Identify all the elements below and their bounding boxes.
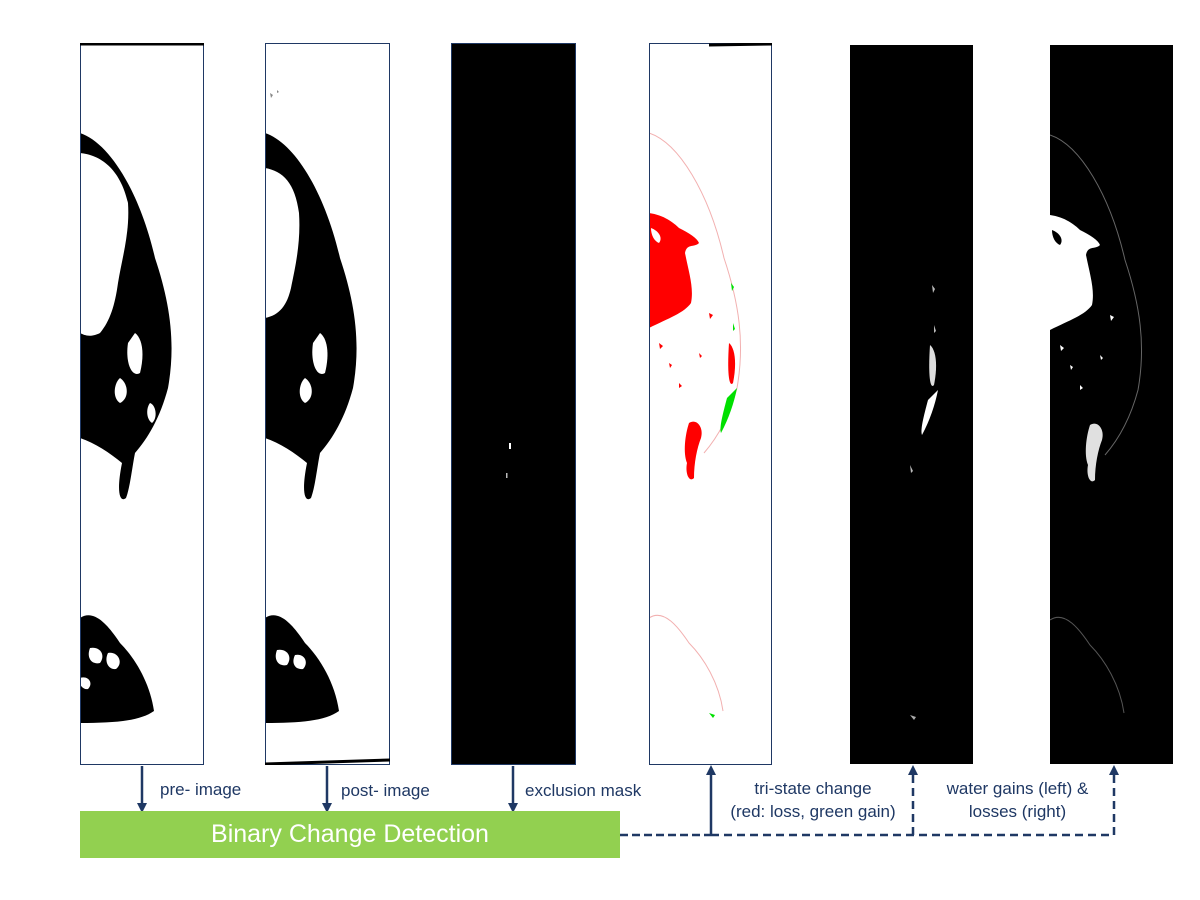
tri-state-change-label-line2: (red: loss, green gain) bbox=[730, 802, 896, 821]
pre-image-label: pre- image bbox=[160, 780, 242, 799]
post-image-panel bbox=[265, 43, 390, 765]
exclusion-mask-label: exclusion mask bbox=[525, 781, 642, 800]
binary-change-detection-box: Binary Change Detection bbox=[80, 811, 620, 858]
water-gains-losses-label-line2: losses (right) bbox=[968, 802, 1067, 821]
process-label: Binary Change Detection bbox=[211, 820, 489, 848]
pre-image-panel bbox=[80, 43, 204, 765]
water-gains-losses-label-line1: water gains (left) & bbox=[946, 779, 1089, 798]
tri-state-change-panel bbox=[649, 43, 772, 765]
tri-state-change-label-line1: tri-state change bbox=[754, 779, 872, 798]
water-gains-panel bbox=[850, 45, 973, 764]
water-gains-losses-label: water gains (left) & losses (right) bbox=[930, 777, 1105, 823]
water-losses-panel bbox=[1050, 45, 1173, 764]
tri-state-change-label: tri-state change (red: loss, green gain) bbox=[718, 777, 908, 823]
exclusion-mask-panel bbox=[451, 43, 576, 765]
post-image-label: post- image bbox=[341, 781, 430, 800]
